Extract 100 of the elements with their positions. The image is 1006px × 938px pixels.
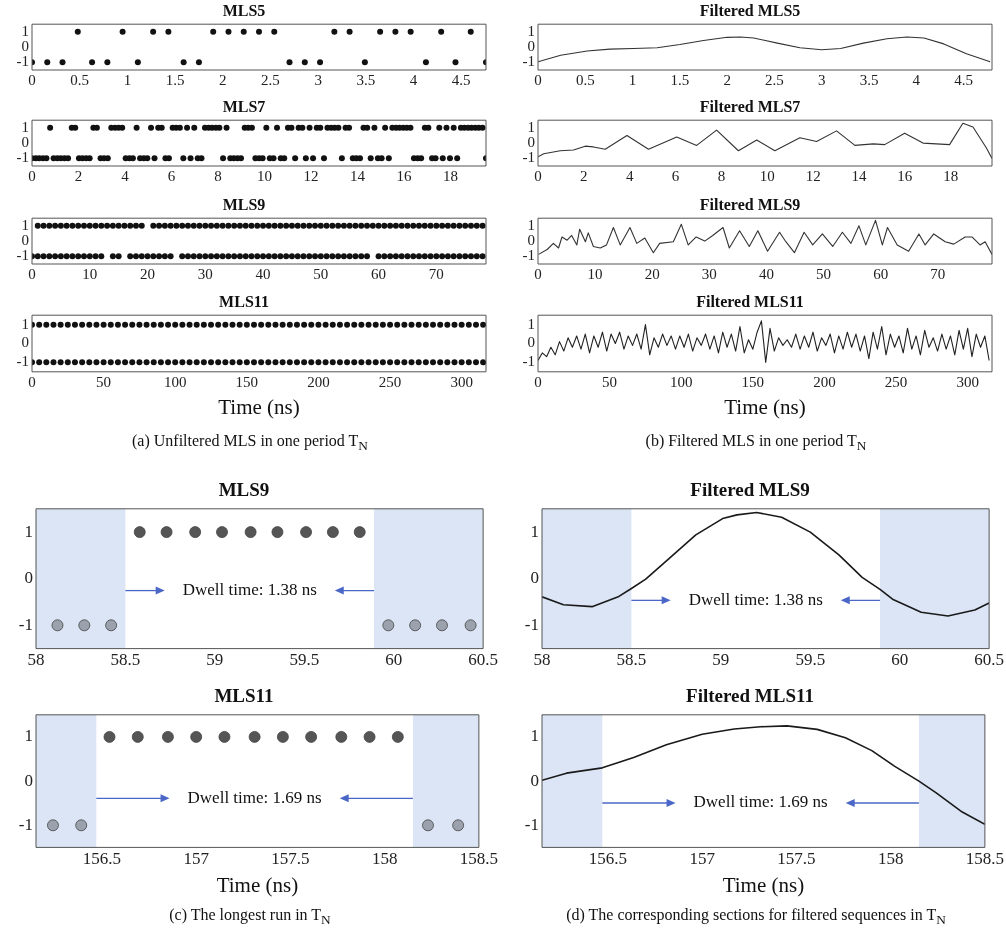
chart-title: Filtered MLS5	[699, 1, 801, 19]
x-tick-label: 4	[625, 167, 634, 184]
y-tick-label: 1	[21, 216, 29, 233]
x-tick-label: 16	[396, 167, 412, 184]
x-tick-label: 156.5	[82, 849, 122, 869]
y-tick-label: 0	[24, 770, 33, 790]
x-tick-label: 3.5	[356, 71, 376, 88]
x-tick-label: 16	[897, 167, 913, 184]
chart-title: MLS7	[222, 97, 266, 115]
x-tick-label: 0.5	[70, 71, 90, 88]
x-tick-label: 4.5	[954, 71, 973, 88]
y-tick-label: -1	[522, 353, 535, 370]
y-tick-label: 0	[530, 770, 539, 790]
x-tick-label: 1.5	[165, 71, 185, 88]
x-tick-label: 60	[371, 265, 387, 282]
x-tick-label: 58.5	[616, 650, 647, 670]
x-tick-label: 250	[378, 373, 402, 390]
x-axis-title: Time (ns)	[722, 872, 805, 897]
x-tick-label: 70	[428, 265, 444, 282]
y-tick-label: 1	[530, 521, 539, 541]
chart-title: MLS9	[218, 479, 270, 501]
chart-title: Filtered MLS9	[690, 479, 810, 501]
x-tick-label: 1	[123, 71, 132, 88]
x-tick-label: 157	[183, 849, 210, 869]
x-tick-label: 200	[813, 373, 836, 390]
y-tick-label: -1	[18, 814, 33, 834]
y-tick-label: -1	[16, 247, 29, 264]
x-tick-label: 58.5	[110, 650, 141, 670]
x-tick-label: 14	[851, 167, 868, 184]
x-tick-label: 10	[587, 265, 603, 282]
x-tick-label: 100	[163, 373, 187, 390]
y-tick-label: -1	[522, 149, 535, 166]
x-tick-label: 158.5	[965, 849, 1004, 869]
text: (a) Unfiltered MLS in one period T$_{N}$	[131, 432, 369, 455]
x-tick-label: 58	[27, 650, 45, 670]
y-tick-label: 1	[530, 726, 539, 746]
x-tick-label: 2	[723, 71, 731, 88]
x-tick-label: 59.5	[795, 650, 826, 670]
x-tick-label: 100	[669, 373, 693, 390]
y-tick-label: 0	[527, 134, 535, 151]
x-tick-label: 200	[307, 373, 330, 390]
y-tick-label: 1	[24, 726, 33, 746]
chart-title: MLS5	[222, 1, 266, 19]
x-tick-label: 12	[805, 167, 821, 184]
y-tick-label: 0	[24, 568, 33, 588]
chart-title: Filtered MLS11	[686, 685, 814, 707]
y-tick-label: 1	[527, 216, 535, 233]
x-tick-label: 58	[533, 650, 551, 670]
y-tick-label: 0	[527, 334, 535, 351]
y-tick-label: -1	[16, 149, 29, 166]
x-tick-label: 60	[891, 650, 909, 670]
x-tick-label: 14	[349, 167, 366, 184]
x-tick-label: 3	[314, 71, 322, 88]
x-tick-label: 156.5	[588, 849, 628, 869]
chart-title: Filtered MLS11	[696, 292, 804, 310]
annotation: Dwell time: 1.38 ns	[182, 580, 317, 600]
x-tick-label: 0.5	[575, 71, 595, 88]
x-tick-label: 4	[409, 71, 418, 88]
x-axis-title: Time (ns)	[216, 872, 299, 897]
x-tick-label: 300	[956, 373, 979, 390]
y-tick-label: 1	[527, 22, 535, 39]
x-tick-label: 50	[602, 373, 618, 390]
y-tick-label: 1	[527, 315, 535, 332]
x-axis-title: Time (ns)	[724, 394, 806, 419]
chart-title: Filtered MLS9	[699, 195, 801, 213]
x-tick-label: 2	[219, 71, 227, 88]
chart-title: MLS11	[214, 685, 274, 707]
x-tick-label: 8	[214, 167, 222, 184]
x-tick-label: 40	[255, 265, 271, 282]
x-tick-label: 30	[701, 265, 717, 282]
x-tick-label: 150	[235, 373, 259, 390]
x-tick-label: 10	[759, 167, 775, 184]
y-tick-label: -1	[524, 814, 539, 834]
y-tick-label: -1	[522, 247, 535, 264]
x-tick-label: 6	[671, 167, 680, 184]
x-tick-label: 60	[873, 265, 889, 282]
x-tick-label: 2.5	[261, 71, 280, 88]
x-tick-label: 50	[816, 265, 832, 282]
y-tick-label: 0	[21, 334, 29, 351]
annotation: Dwell time: 1.69 ns	[693, 792, 828, 812]
annotation: Dwell time: 1.38 ns	[688, 589, 823, 609]
x-tick-label: 2	[580, 167, 588, 184]
x-tick-label: 158	[371, 849, 398, 869]
y-tick-label: 0	[527, 38, 535, 55]
x-tick-label: 158	[877, 849, 904, 869]
x-tick-label: 157.5	[777, 849, 816, 869]
text: (d) The corresponding sections for filtered sequences in T$_{N}$	[565, 906, 947, 929]
chart-title: MLS11	[219, 292, 269, 310]
y-tick-label: 0	[530, 568, 539, 588]
x-tick-label: 2.5	[765, 71, 784, 88]
x-tick-label: 158.5	[459, 849, 498, 869]
x-tick-label: 150	[741, 373, 765, 390]
x-tick-label: 10	[256, 167, 272, 184]
x-tick-label: 60.5	[468, 650, 498, 670]
x-tick-label: 1	[628, 71, 637, 88]
x-tick-label: 60	[385, 650, 403, 670]
x-tick-label: 12	[303, 167, 319, 184]
x-tick-label: 20	[140, 265, 156, 282]
x-tick-label: 3.5	[859, 71, 879, 88]
x-tick-label: 4	[912, 71, 921, 88]
